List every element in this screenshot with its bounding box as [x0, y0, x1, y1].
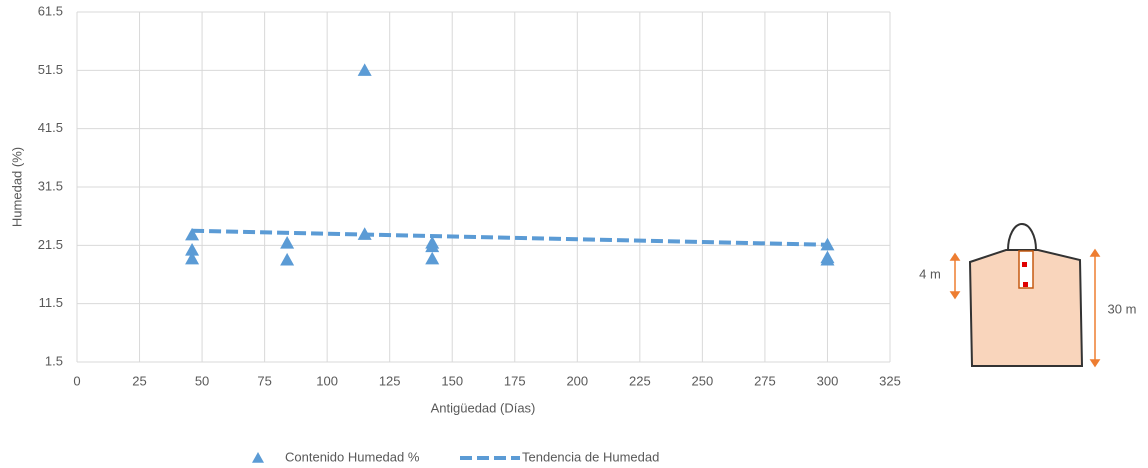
x-tick-label: 325 [879, 373, 901, 388]
x-tick-label: 250 [692, 373, 714, 388]
x-tick-label: 300 [817, 373, 839, 388]
data-point [185, 251, 200, 265]
dimension-label: 4 m [919, 266, 941, 281]
x-tick-label: 200 [566, 373, 588, 388]
legend-label: Tendencia de Humedad [522, 449, 659, 464]
building-diagram: 4 m 30 m [919, 223, 1137, 368]
data-point [280, 236, 295, 249]
x-tick-label: 225 [629, 373, 651, 388]
y-tick-label: 61.5 [38, 3, 63, 18]
x-tick-label: 50 [195, 373, 209, 388]
y-tick-label: 1.5 [45, 353, 63, 368]
dimension-arrows [949, 248, 1101, 368]
data-point [185, 243, 200, 256]
y-tick-label: 51.5 [38, 62, 63, 77]
y-tick-label: 31.5 [38, 178, 63, 193]
y-axis-title: Humedad (%) [9, 147, 24, 227]
x-tick-label: 0 [73, 373, 80, 388]
x-tick-label: 275 [754, 373, 776, 388]
data-point [820, 252, 835, 266]
data-point [185, 227, 200, 241]
y-tick-label: 21.5 [38, 237, 63, 252]
y-tick-label: 11.5 [39, 295, 63, 310]
data-point [425, 239, 440, 253]
building [968, 249, 1084, 367]
y-tick-label: 41.5 [38, 120, 63, 135]
x-tick-label: 100 [316, 373, 338, 388]
x-tick-label: 25 [132, 373, 146, 388]
x-tick-label: 75 [257, 373, 271, 388]
sample-point [1022, 262, 1027, 267]
x-tick-label: 125 [379, 373, 401, 388]
legend-marker [252, 452, 264, 463]
dome [1007, 223, 1037, 251]
dimension-label: 30 m [1108, 301, 1137, 316]
x-axis-title: Antigüedad (Días) [431, 400, 536, 415]
legend-label: Contenido Humedad % [285, 449, 420, 464]
data-point [280, 252, 295, 266]
x-tick-label: 175 [504, 373, 526, 388]
trend-line [192, 228, 828, 247]
sample-zone [1018, 250, 1034, 289]
x-tick-label: 150 [441, 373, 463, 388]
sample-point [1023, 282, 1028, 287]
data-point [357, 63, 372, 76]
data-point [425, 251, 440, 265]
